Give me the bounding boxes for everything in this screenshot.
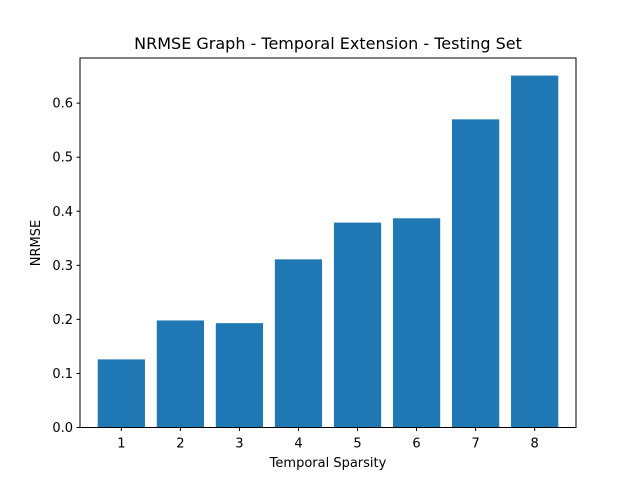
bar-3 [215,323,264,428]
bar-5 [333,222,382,428]
chart-title: NRMSE Graph - Temporal Extension - Testi… [134,34,522,53]
x-tick-label: 7 [471,437,479,452]
x-axis-label: Temporal Sparsity [269,456,387,471]
x-tick-label: 6 [412,437,420,452]
y-tick-label: 0.2 [52,313,73,328]
y-tick-label: 0.6 [52,97,73,112]
bar-1 [97,359,145,428]
plot-frame [79,57,577,428]
bar-7 [452,119,500,428]
x-tick-label: 8 [531,437,539,452]
y-tick-label: 0.1 [52,367,73,382]
x-tick-label: 2 [176,437,184,452]
bar-4 [274,259,323,428]
bar-2 [156,320,204,428]
y-axis-ticks: 0.0 0.1 0.2 0.3 0.4 0.5 0.6 [52,97,80,436]
y-tick-label: 0.0 [52,421,73,436]
x-tick-label: 4 [294,437,302,452]
x-tick-label: 1 [117,437,125,452]
bar-6 [392,218,441,428]
x-tick-label: 3 [235,437,243,452]
bar-8 [511,75,559,428]
y-tick-label: 0.3 [52,259,73,274]
y-tick-label: 0.4 [52,205,73,220]
x-tick-label: 5 [353,437,361,452]
y-tick-label: 0.5 [52,151,73,166]
bars-group [97,75,559,428]
x-axis-ticks: 1 2 3 4 5 6 7 8 [117,427,539,452]
y-axis-label: NRMSE [29,220,44,266]
